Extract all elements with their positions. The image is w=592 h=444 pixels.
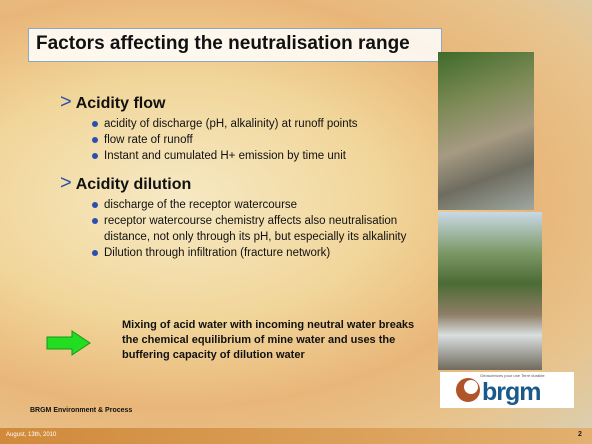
bullet-list: discharge of the receptor watercourse re… [92,197,412,261]
bullet: Instant and cumulated H+ emission by tim… [92,148,440,164]
section-heading: >Acidity flow [60,91,440,114]
arrow [46,330,92,356]
footer-date: August, 13th, 2010 [6,432,56,438]
bullet: flow rate of runoff [92,132,440,148]
bullet: acidity of discharge (pH, alkalinity) at… [92,116,440,132]
slide-title: Factors affecting the neutralisation ran… [36,33,410,55]
photo [438,52,534,210]
bullet: discharge of the receptor watercourse [92,197,412,213]
heading-text: Acidity dilution [76,176,192,193]
slide: Factors affecting the neutralisation ran… [0,0,592,444]
section-heading: >Acidity dilution [60,172,440,195]
section: >Acidity flow acidity of discharge (pH, … [60,91,440,164]
logo-icon [454,376,482,404]
note: Mixing of acid water with incoming neutr… [122,318,432,363]
heading-text: Acidity flow [76,95,166,112]
bullet: receptor watercourse chemistry affects a… [92,213,412,245]
page-number: 2 [578,431,582,438]
logo-name: brgm [482,378,541,407]
footer-bar [0,428,592,444]
photo [438,212,542,370]
footer-org: BRGM Environment & Process [30,407,132,414]
section: >Acidity dilution discharge of the recep… [60,172,440,261]
bullet-list: acidity of discharge (pH, alkalinity) at… [92,116,440,164]
bullet: Dilution through infiltration (fracture … [92,245,412,261]
